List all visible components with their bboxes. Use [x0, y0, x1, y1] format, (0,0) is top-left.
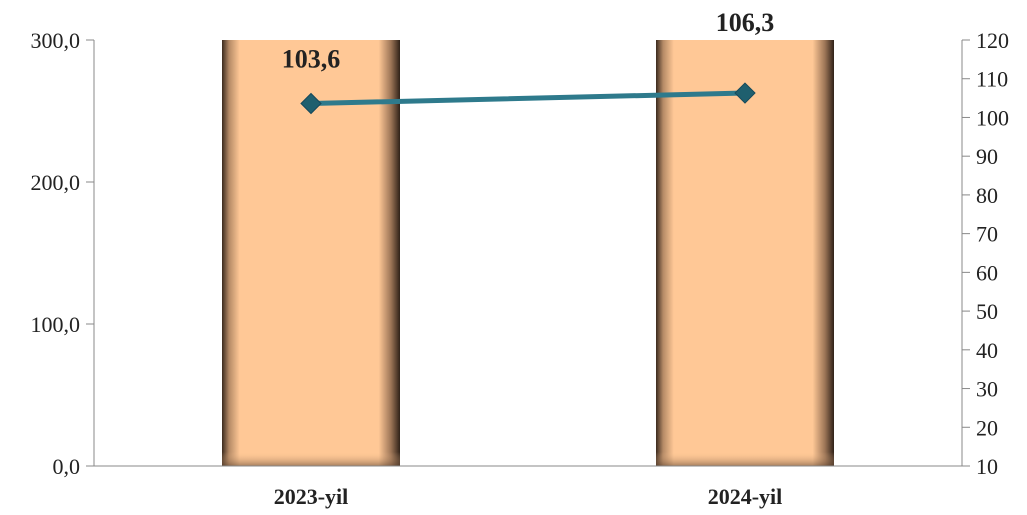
bar-shadow [222, 452, 400, 466]
right-tick-label: 60 [976, 260, 998, 285]
right-tick-label: 40 [976, 338, 998, 363]
line-point-2023-yil [300, 92, 322, 115]
left-tick-label: 100,0 [31, 312, 81, 337]
data-label: 103,6 [282, 45, 341, 74]
left-tick-label: 300,0 [31, 28, 81, 53]
right-tick-label: 50 [976, 299, 998, 324]
line-layer [300, 82, 756, 115]
line-point-2024-yil [734, 82, 756, 104]
right-tick-label: 120 [976, 28, 1009, 53]
right-tick-label: 110 [976, 67, 1008, 92]
right-tick-label: 90 [976, 144, 998, 169]
left-tick-label: 0,0 [53, 454, 81, 479]
category-label: 2024-yil [708, 484, 783, 509]
data-label: 106,3 [716, 8, 775, 37]
right-tick-label: 30 [976, 377, 998, 402]
bar-shadow [656, 452, 834, 466]
right-tick-label: 70 [976, 222, 998, 247]
category-label: 2023-yil [274, 484, 349, 509]
right-tick-label: 100 [976, 105, 1009, 130]
bar-2024-yil [656, 40, 834, 466]
right-tick-label: 80 [976, 183, 998, 208]
axes-layer: 0,0 100,0 200,0 300,0 10 20 30 40 50 60 70 80 90 100 1… [31, 28, 1010, 479]
right-tick-label: 10 [976, 454, 998, 479]
left-tick-label: 200,0 [31, 170, 81, 195]
labels-layer: 2023-yil 2024-yil 103,6 106,3 [274, 8, 783, 509]
line-series [308, 90, 748, 107]
right-tick-label: 20 [976, 415, 998, 440]
